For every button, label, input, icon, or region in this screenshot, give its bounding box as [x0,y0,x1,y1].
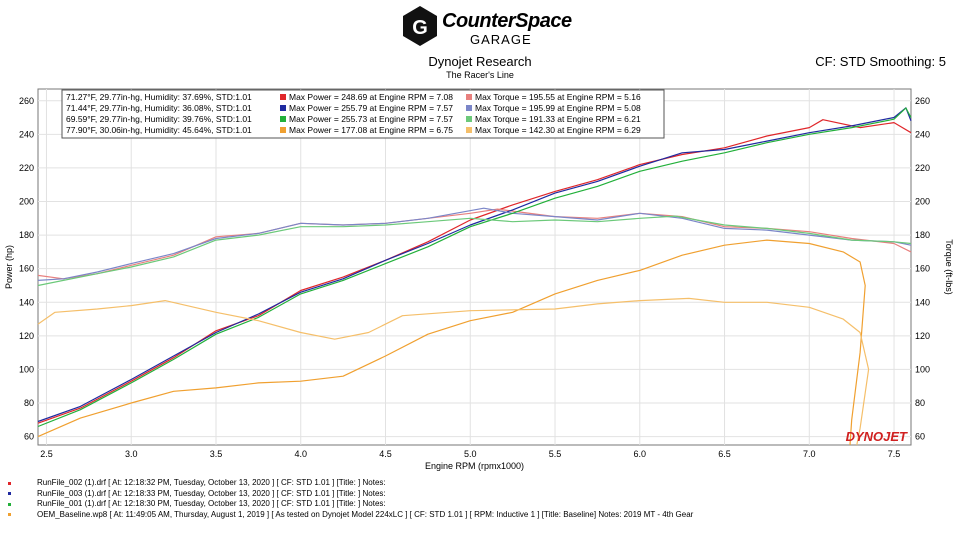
legend-power-swatch [280,127,286,133]
logo-sub: GARAGE [470,32,532,47]
y-tick-right: 60 [915,432,925,442]
run-color-marker [8,481,11,485]
run-file-text: RunFile_002 (1).drf [ At: 12:18:32 PM, T… [37,478,386,487]
y-tick-right: 80 [915,398,925,408]
y-axis-label-left: Power (hp) [4,245,14,289]
y-tick-left: 220 [19,163,34,173]
run-file-list: RunFile_002 (1).drf [ At: 12:18:32 PM, T… [8,478,693,520]
y-tick-left: 160 [19,264,34,274]
x-tick-label: 4.5 [379,449,392,459]
run-file-entry: RunFile_001 (1).drf [ At: 12:18:30 PM, T… [8,499,693,510]
correction-factor-info: CF: STD Smoothing: 5 [815,54,946,69]
x-tick-label: 4.0 [294,449,307,459]
run-file-entry: OEM_Baseline.wp8 [ At: 11:49:05 AM, Thur… [8,510,693,521]
x-tick-label: 6.0 [634,449,647,459]
y-tick-right: 240 [915,129,930,139]
y-tick-left: 200 [19,197,34,207]
run-file-entry: RunFile_002 (1).drf [ At: 12:18:32 PM, T… [8,478,693,489]
run-color-marker [8,502,11,506]
x-tick-label: 7.0 [803,449,816,459]
series-line-6 [37,215,912,287]
y-tick-left: 140 [19,297,34,307]
y-tick-right: 260 [915,96,930,106]
y-tick-right: 160 [915,264,930,274]
legend-max-power: Max Power = 255.73 at Engine RPM = 7.57 [289,114,453,124]
legend-torque-swatch [466,127,472,133]
run-file-text: RunFile_001 (1).drf [ At: 12:18:30 PM, T… [37,499,386,508]
y-tick-right: 100 [915,364,930,374]
legend-weather: 71.27°F, 29.77in-hg, Humidity: 37.69%, S… [66,92,252,102]
legend-max-torque: Max Torque = 195.55 at Engine RPM = 5.16 [475,92,641,102]
y-tick-left: 80 [24,398,34,408]
legend-max-power: Max Power = 255.79 at Engine RPM = 7.57 [289,103,453,113]
series-line-7 [37,239,866,446]
legend-max-power: Max Power = 248.69 at Engine RPM = 7.08 [289,92,453,102]
run-color-marker [8,492,11,496]
legend-max-torque: Max Torque = 195.99 at Engine RPM = 5.08 [475,103,641,113]
logo: G CounterSpace GARAGE [400,4,572,48]
legend-weather: 71.44°F, 29.77in-hg, Humidity: 36.08%, S… [66,103,252,113]
x-axis-label: Engine RPM (rpmx1000) [425,461,524,471]
series-line-8 [37,297,870,446]
series-line-3 [37,107,912,423]
run-color-marker [8,513,11,517]
legend-max-power: Max Power = 177.08 at Engine RPM = 6.75 [289,125,453,135]
y-tick-right: 140 [915,297,930,307]
x-tick-label: 7.5 [888,449,901,459]
y-tick-right: 220 [915,163,930,173]
plot-area [37,88,912,446]
x-tick-label: 3.5 [210,449,223,459]
logo-hex-icon: G [403,6,437,46]
y-tick-right: 200 [915,197,930,207]
legend-max-torque: Max Torque = 191.33 at Engine RPM = 6.21 [475,114,641,124]
dyno-chart: 60 60 80 80 100 100 120 120 140 140 160 160 180 180 20… [4,88,954,471]
legend-torque-swatch [466,94,472,100]
run-file-text: RunFile_003 (1).drf [ At: 12:18:33 PM, T… [37,488,386,498]
legend-power-swatch [280,94,286,100]
series-line-4 [37,207,912,281]
logo-name: CounterSpace [442,10,572,32]
chart-subtitle: The Racer's Line [446,70,514,80]
y-tick-left: 120 [19,331,34,341]
legend-power-swatch [280,105,286,111]
y-tick-right: 120 [915,331,930,341]
svg-text:G: G [412,17,428,39]
y-tick-left: 100 [19,364,34,374]
legend-torque-swatch [466,105,472,111]
legend-weather: 69.59°F, 29.77in-hg, Humidity: 39.76%, S… [66,114,252,124]
y-tick-left: 240 [19,129,34,139]
run-file-entry: RunFile_003 (1).drf [ At: 12:18:33 PM, T… [8,489,693,500]
x-tick-label: 5.0 [464,449,477,459]
y-tick-left: 180 [19,230,34,240]
legend-power-swatch [280,116,286,122]
y-tick-left: 60 [24,432,34,442]
x-tick-label: 5.5 [549,449,562,459]
x-tick-label: 3.0 [125,449,138,459]
chart-title: Dynojet Research [428,54,532,69]
y-tick-left: 260 [19,96,34,106]
run-file-text: OEM_Baseline.wp8 [ At: 11:49:05 AM, Thur… [37,509,694,519]
x-tick-label: 2.5 [40,449,53,459]
y-tick-right: 180 [915,230,930,240]
y-axis-label-right: Torque (ft-lbs) [944,239,954,295]
series-line-5 [37,107,912,428]
legend-max-torque: Max Torque = 142.30 at Engine RPM = 6.29 [475,125,641,135]
dynojet-watermark: DYNOJET [846,429,908,444]
legend-box [61,89,665,139]
legend-weather: 77.90°F, 30.06in-hg, Humidity: 45.64%, S… [66,125,252,135]
legend-torque-swatch [466,116,472,122]
x-tick-label: 6.5 [718,449,731,459]
